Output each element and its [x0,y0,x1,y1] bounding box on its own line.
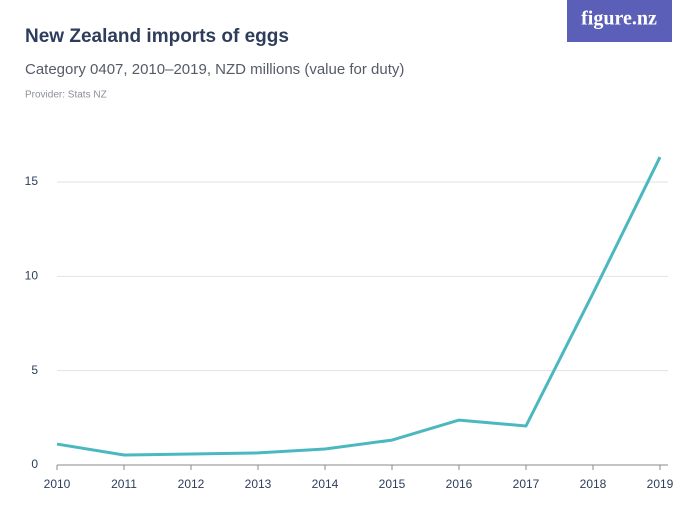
x-tick-label: 2014 [312,477,339,491]
x-tick-label: 2016 [446,477,473,491]
chart-subtitle: Category 0407, 2010–2019, NZD millions (… [25,61,404,78]
logo[interactable]: figure.nz [581,8,657,30]
x-tick-label: 2012 [178,477,205,491]
x-tick-label: 2019 [647,477,674,491]
x-tick-label: 2013 [245,477,272,491]
x-tick-label: 2017 [513,477,540,491]
y-tick-label: 15 [25,174,39,188]
y-tick-label: 0 [31,457,38,471]
y-tick-label: 5 [31,363,38,377]
x-tick-label: 2018 [580,477,607,491]
x-tick-label: 2010 [44,477,71,491]
x-tick-label: 2011 [111,477,137,491]
y-tick-label: 10 [25,269,39,283]
x-tick-label: 2015 [379,477,406,491]
source: Provider: Stats NZ [25,90,107,101]
logo-box[interactable] [567,0,672,42]
line [56,156,662,457]
chart-title: New Zealand imports of eggs [25,26,289,47]
